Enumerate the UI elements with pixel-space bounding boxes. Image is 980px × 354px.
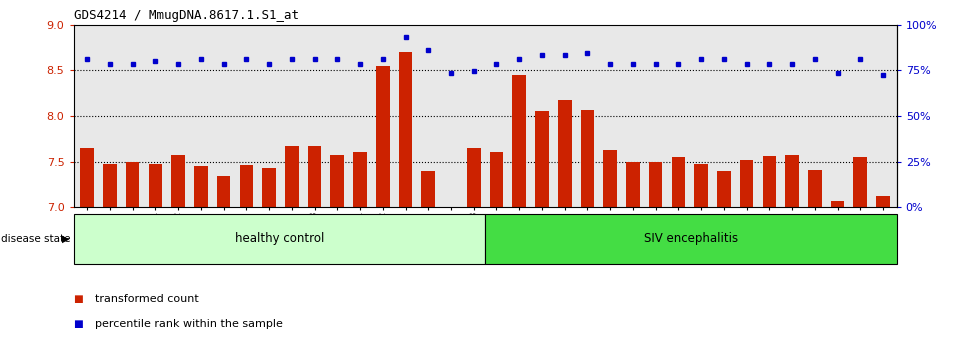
Bar (876, 196, 890, 207)
Bar (103, 164, 117, 207)
Bar (74, 214, 485, 264)
Bar (513, 75, 526, 207)
Text: ▶: ▶ (62, 234, 70, 244)
Bar (421, 171, 435, 207)
Bar (740, 160, 754, 207)
Bar (217, 176, 230, 207)
Text: percentile rank within the sample: percentile rank within the sample (95, 319, 283, 329)
Bar (558, 99, 571, 207)
Bar (399, 52, 413, 207)
Bar (580, 110, 594, 207)
Bar (194, 166, 208, 207)
Text: transformed count: transformed count (95, 294, 199, 304)
Bar (604, 150, 617, 207)
Bar (717, 171, 731, 207)
Text: GDS4214 / MmugDNA.8617.1.S1_at: GDS4214 / MmugDNA.8617.1.S1_at (74, 9, 299, 22)
Bar (353, 153, 367, 207)
Bar (149, 164, 162, 207)
Text: ■: ■ (74, 294, 83, 304)
Bar (263, 168, 276, 207)
Bar (626, 161, 640, 207)
Bar (535, 112, 549, 207)
Bar (308, 146, 321, 207)
Bar (762, 156, 776, 207)
Text: ■: ■ (74, 319, 83, 329)
Bar (649, 161, 662, 207)
Text: SIV encephalitis: SIV encephalitis (644, 233, 738, 245)
Bar (808, 170, 821, 207)
Bar (831, 201, 845, 207)
Bar (785, 155, 799, 207)
Bar (330, 155, 344, 207)
Bar (376, 66, 390, 207)
Bar (285, 146, 299, 207)
Bar (80, 148, 94, 207)
Bar (172, 155, 185, 207)
Text: healthy control: healthy control (234, 233, 324, 245)
Bar (485, 214, 897, 264)
Text: disease state: disease state (1, 234, 71, 244)
Bar (125, 161, 139, 207)
Bar (694, 164, 708, 207)
Bar (490, 153, 504, 207)
Bar (854, 157, 867, 207)
Bar (239, 165, 253, 207)
Bar (466, 148, 480, 207)
Bar (671, 157, 685, 207)
